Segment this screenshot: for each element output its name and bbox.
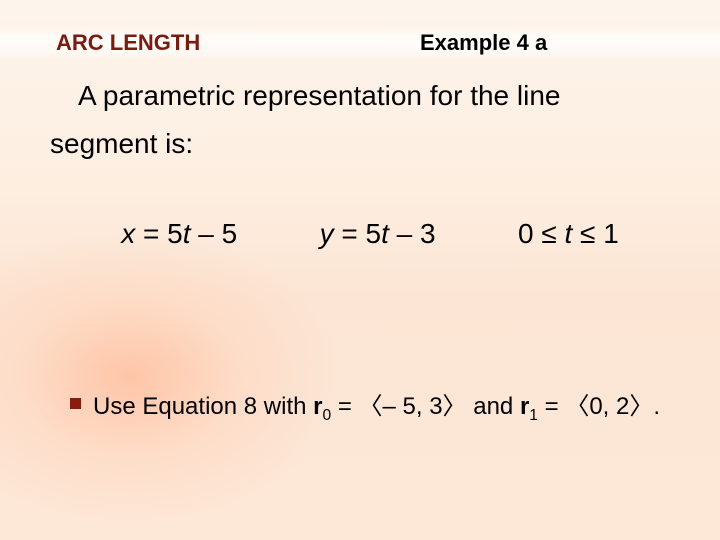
bullet-item: Use Equation 8 with r0 = 〈– 5, 3〉 and r1…: [70, 390, 680, 427]
eq2-t: t: [381, 218, 389, 249]
eq2-tail: – 3: [389, 218, 436, 249]
r1-symbol: r: [520, 393, 529, 420]
body-line-1: A parametric representation for the line: [78, 80, 560, 112]
bullet-square-icon: [70, 398, 81, 409]
equations-row: x = 5t – 5 y = 5t – 3 0 ≤ t ≤ 1: [0, 218, 720, 250]
bullet-text: Use Equation 8 with r0 = 〈– 5, 3〉 and r1…: [93, 390, 680, 427]
equation-x: x = 5t – 5: [121, 218, 237, 250]
range-lhs: 0 ≤: [518, 218, 565, 249]
eq1-tail: – 5: [190, 218, 237, 249]
equation-y: y = 5t – 3: [320, 218, 436, 250]
example-label: Example 4 a: [420, 30, 547, 56]
eq2-rhs: = 5: [334, 218, 381, 249]
range-rhs: ≤ 1: [572, 218, 619, 249]
var-x: x: [121, 218, 135, 249]
var-y: y: [320, 218, 334, 249]
r0-value: = 〈– 5, 3〉 and: [331, 393, 520, 420]
section-title: ARC LENGTH: [56, 30, 200, 56]
bullet-pre: Use Equation 8 with: [93, 393, 313, 420]
eq1-rhs: = 5: [135, 218, 182, 249]
equation-range: 0 ≤ t ≤ 1: [518, 218, 619, 250]
r1-subscript: 1: [529, 407, 538, 424]
r0-subscript: 0: [322, 407, 331, 424]
body-line-2: segment is:: [50, 128, 193, 160]
r1-value: = 〈0, 2〉.: [538, 393, 660, 420]
